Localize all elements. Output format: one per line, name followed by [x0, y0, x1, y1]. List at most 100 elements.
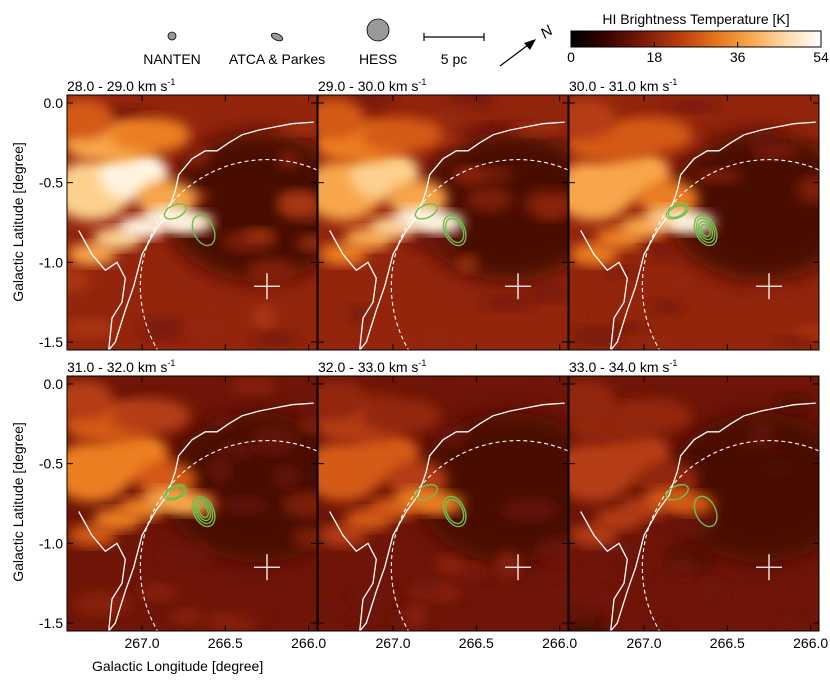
x-tick-label: 266.5	[208, 635, 243, 651]
co-green-contour	[700, 223, 711, 238]
co-green-contour	[665, 484, 689, 501]
co-boundary-contour	[78, 402, 314, 631]
x-tick-label: 267.0	[626, 635, 661, 651]
y-tick-label: -0.5	[39, 175, 63, 191]
co-green-contour	[665, 203, 689, 220]
hi-emission-map	[569, 376, 819, 631]
y-axis-label-top: Galactic Latitude [degree]	[10, 142, 26, 302]
x-tick-label: 266.0	[542, 635, 577, 651]
nanten-beam-icon	[167, 31, 177, 41]
remnant-shell-circle	[139, 159, 317, 350]
panel-frame	[568, 94, 820, 351]
hi-emission-map	[318, 376, 568, 631]
x-tick-label: 266.5	[710, 635, 745, 651]
velocity-range-label: 33.0 - 34.0 km s-1	[569, 358, 677, 375]
co-green-contour	[198, 504, 209, 519]
hi-emission-map	[318, 95, 568, 350]
beam-legend: NANTEN ATCA & Parkes HESS	[143, 18, 397, 67]
x-tick-label: 267.0	[124, 635, 159, 651]
colorbar-tick-label: 18	[647, 49, 663, 65]
x-tick-label: 266.0	[291, 635, 326, 651]
legend-label-nanten: NANTEN	[143, 51, 201, 67]
y-tick-label: 0.0	[44, 95, 64, 111]
north-arrow: N	[499, 22, 556, 67]
hi-emission-map	[569, 95, 819, 350]
x-tick-label: 266.0	[793, 635, 828, 651]
channel-panel: 33.0 - 34.0 km s-1 267.0 266.5 266.0	[568, 358, 828, 651]
scale-bar: 5 pc	[423, 33, 485, 67]
remnant-shell-circle	[390, 440, 568, 631]
north-arrow-head-icon	[524, 39, 536, 50]
co-green-contour	[414, 203, 438, 220]
co-green-contour	[444, 217, 465, 244]
channel-panel: 30.0 - 31.0 km s-1	[568, 77, 820, 351]
remnant-shell-circle	[641, 440, 819, 631]
co-green-contour	[163, 484, 187, 501]
panel-frame	[568, 375, 820, 632]
velocity-range-label: 31.0 - 32.0 km s-1	[67, 358, 175, 375]
co-green-contour	[444, 498, 465, 525]
colorbar-tick-label: 0	[567, 49, 575, 65]
velocity-range-label: 30.0 - 31.0 km s-1	[569, 77, 677, 94]
velocity-range-label: 29.0 - 30.0 km s-1	[318, 77, 426, 94]
remnant-shell-circle	[641, 159, 819, 350]
co-green-contour	[165, 485, 185, 500]
co-green-contour	[698, 220, 714, 241]
velocity-range-label: 32.0 - 33.0 km s-1	[318, 358, 426, 375]
x-axis-label: Galactic Longitude [degree]	[92, 658, 263, 674]
panel-frame	[66, 375, 318, 632]
y-tick-label: -1.5	[39, 615, 63, 631]
co-boundary-contour	[329, 121, 565, 350]
co-green-contour	[191, 495, 216, 528]
y-axis-label-bottom: Galactic Latitude [degree]	[10, 422, 26, 582]
co-green-contour	[193, 498, 214, 525]
y-tick-label: 0.0	[44, 376, 64, 392]
co-green-contour	[693, 214, 718, 247]
cross-marker-icon	[756, 554, 782, 581]
hi-emission-map	[67, 376, 317, 631]
legend-label-atca-parkes: ATCA & Parkes	[229, 51, 325, 67]
remnant-shell-circle	[390, 159, 568, 350]
x-tick-label: 266.5	[459, 635, 494, 651]
y-tick-label: -1.0	[39, 535, 63, 551]
panel-frame	[317, 375, 569, 632]
co-green-contour	[693, 495, 718, 528]
scale-bar-label: 5 pc	[441, 51, 467, 67]
cross-marker-icon	[756, 273, 782, 300]
channel-panel: 29.0 - 30.0 km s-1	[317, 77, 569, 351]
cross-marker-icon	[505, 273, 531, 300]
panel-frame	[66, 94, 318, 351]
co-boundary-contour	[329, 402, 565, 631]
co-green-contour	[196, 501, 212, 522]
co-boundary-contour	[78, 121, 314, 350]
channel-panel: 31.0 - 32.0 km s-1 267.0 266.5 266.0 0.0 -0.5…	[39, 358, 327, 651]
colorbar-tick-label: 36	[730, 49, 746, 65]
cross-marker-icon	[254, 273, 280, 300]
y-tick-label: -1.5	[39, 334, 63, 350]
y-tick-label: -1.0	[39, 254, 63, 270]
cross-marker-icon	[505, 554, 531, 581]
co-green-contour	[414, 484, 438, 501]
co-boundary-contour	[580, 402, 816, 631]
co-green-contour	[163, 203, 187, 220]
co-green-contour	[667, 204, 687, 219]
co-green-contour	[695, 217, 716, 244]
colorbar-gradient	[570, 30, 822, 48]
co-boundary-contour	[580, 121, 816, 350]
cross-marker-icon	[254, 554, 280, 581]
legend-label-hess: HESS	[359, 51, 397, 67]
co-green-contour	[442, 495, 467, 528]
x-tick-label: 267.0	[375, 635, 410, 651]
velocity-range-label: 28.0 - 29.0 km s-1	[67, 77, 175, 94]
co-green-contour	[442, 214, 467, 247]
remnant-shell-circle	[139, 440, 317, 631]
colorbar: HI Brightness Temperature [K] 0 18 36 54	[567, 11, 829, 65]
y-tick-label: -0.5	[39, 456, 63, 472]
north-label: N	[537, 22, 556, 42]
colorbar-tick-label: 54	[813, 49, 829, 65]
panel-frame	[317, 94, 569, 351]
hi-emission-map	[67, 95, 317, 350]
colorbar-title: HI Brightness Temperature [K]	[602, 11, 789, 27]
channel-panel: 32.0 - 33.0 km s-1 267.0 266.5 266.0	[317, 358, 577, 651]
